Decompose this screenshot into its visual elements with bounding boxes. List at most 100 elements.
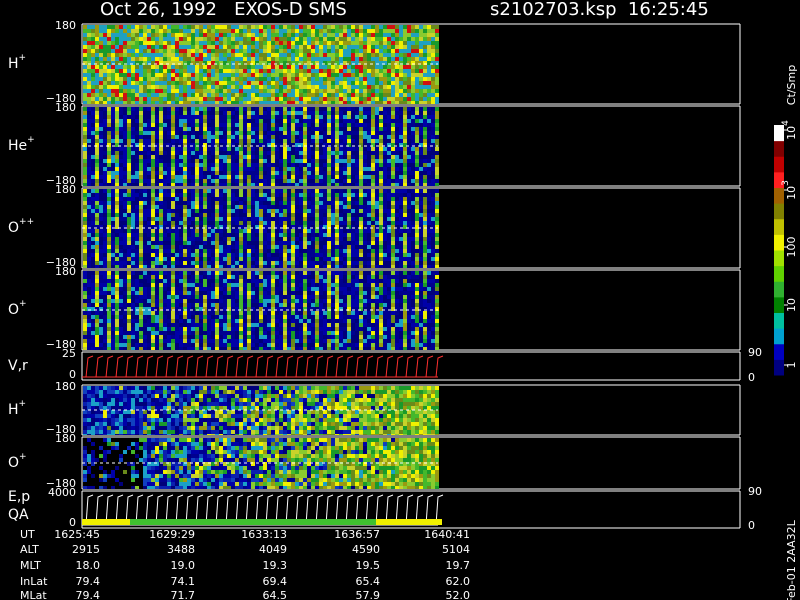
spectrogram-cell: [311, 131, 315, 135]
spectrogram-cell: [123, 61, 127, 65]
spectrogram-cell: [155, 245, 159, 249]
spectrogram-cell: [151, 171, 155, 175]
spectrogram-cell: [299, 183, 303, 186]
spectrogram-cell: [263, 171, 267, 175]
spectrogram-cell: [435, 111, 439, 115]
spectrogram-cell: [135, 233, 139, 237]
spectrogram-cell: [139, 97, 143, 101]
spectrogram-cell: [319, 69, 323, 73]
spectrogram-cell: [383, 57, 387, 61]
spectrogram-cell: [311, 123, 315, 127]
spectrogram-cell: [255, 201, 259, 205]
spectrogram-cell: [119, 119, 123, 123]
spectrogram-cell: [139, 163, 143, 167]
spectrogram-cell: [83, 217, 87, 221]
spectrogram-cell: [395, 69, 399, 73]
spectrogram-cell: [155, 119, 159, 123]
spectrogram-cell: [275, 139, 279, 143]
spectrogram-cell: [167, 85, 171, 89]
spectrogram-cell: [347, 57, 351, 61]
spectrogram-cell: [411, 57, 415, 61]
spectrogram-cell: [375, 45, 379, 49]
spectrogram-cell: [419, 147, 423, 151]
spectrogram-cell: [303, 261, 307, 265]
spectrogram-cell: [151, 179, 155, 183]
spectrogram-cell: [307, 85, 311, 89]
spectrogram-cell: [239, 167, 243, 171]
spectrogram-cell: [375, 93, 379, 97]
spectrogram-cell: [367, 101, 371, 104]
spectrogram-cell: [339, 53, 343, 57]
spectrogram-cell: [135, 265, 139, 268]
spectrogram-cell: [223, 163, 227, 167]
spectrogram-cell: [259, 205, 263, 209]
spectrogram-cell: [187, 189, 191, 193]
spectrogram-cell: [111, 217, 115, 221]
spectrogram-cell: [135, 33, 139, 37]
spectrogram-cell: [367, 77, 371, 81]
spectrogram-cell: [311, 25, 315, 29]
spectrogram-cell: [211, 111, 215, 115]
spectrogram-cell: [99, 111, 103, 115]
spectrogram-cell: [315, 93, 319, 97]
spectrogram-cell: [315, 107, 319, 111]
spectrogram-cell: [255, 253, 259, 257]
spectrogram-cell: [299, 201, 303, 205]
spectrogram-cell: [259, 135, 263, 139]
spectrogram-cell: [383, 69, 387, 73]
spectrogram-cell: [259, 217, 263, 221]
spectrogram-cell: [159, 241, 163, 245]
spectrogram-cell: [303, 253, 307, 257]
spectrogram-cell: [159, 49, 163, 53]
spectrogram-cell: [131, 143, 135, 147]
spectrogram-cell: [271, 89, 275, 93]
spectrogram-cell: [255, 147, 259, 151]
spectrogram-cell: [103, 189, 107, 193]
spectrogram-cell: [327, 205, 331, 209]
spectrogram-cell: [167, 249, 171, 253]
spectrogram-cell: [111, 159, 115, 163]
spectrogram-cell: [183, 249, 187, 253]
spectrogram-cell: [103, 155, 107, 159]
spectrogram-cell: [287, 57, 291, 61]
spectrogram-cell: [139, 241, 143, 245]
spectrogram-cell: [343, 97, 347, 101]
spectrogram-cell: [91, 163, 95, 167]
spectrogram-cell: [339, 25, 343, 29]
spectrogram-cell: [363, 197, 367, 201]
spectrogram-cell: [247, 119, 251, 123]
spectrogram-cell: [419, 81, 423, 85]
spectrogram-cell: [323, 155, 327, 159]
spectrogram-cell: [263, 183, 267, 186]
spectrogram-cell: [191, 205, 195, 209]
spectrogram-cell: [211, 241, 215, 245]
spectrogram-cell: [135, 73, 139, 77]
spectrogram-cell: [171, 45, 175, 49]
spectrogram-cell: [87, 29, 91, 33]
spectrogram-cell: [87, 233, 91, 237]
spectrogram-cell: [303, 123, 307, 127]
spectrogram-cell: [95, 139, 99, 143]
spectrogram-cell: [327, 29, 331, 33]
spectrogram-cell: [131, 93, 135, 97]
spectrogram-cell: [231, 107, 235, 111]
spectrogram-cell: [195, 167, 199, 171]
spectrogram-cell: [407, 179, 411, 183]
spectrogram-cell: [283, 171, 287, 175]
spectrogram-cell: [151, 61, 155, 65]
spectrogram-cell: [207, 93, 211, 97]
spectrogram-cell: [143, 265, 147, 268]
spectrogram-cell: [411, 147, 415, 151]
spectrogram-cell: [115, 119, 119, 123]
spectrogram-cell: [243, 253, 247, 257]
spectrogram-cell: [287, 163, 291, 167]
spectrogram-cell: [371, 69, 375, 73]
spectrogram-cell: [147, 201, 151, 205]
spectrogram-cell: [231, 123, 235, 127]
spectrogram-cell: [83, 261, 87, 265]
spectrogram-cell: [279, 163, 283, 167]
spectrogram-cell: [87, 61, 91, 65]
spectrogram-cell: [331, 135, 335, 139]
spectrogram-cell: [103, 205, 107, 209]
spectrogram-cell: [311, 119, 315, 123]
